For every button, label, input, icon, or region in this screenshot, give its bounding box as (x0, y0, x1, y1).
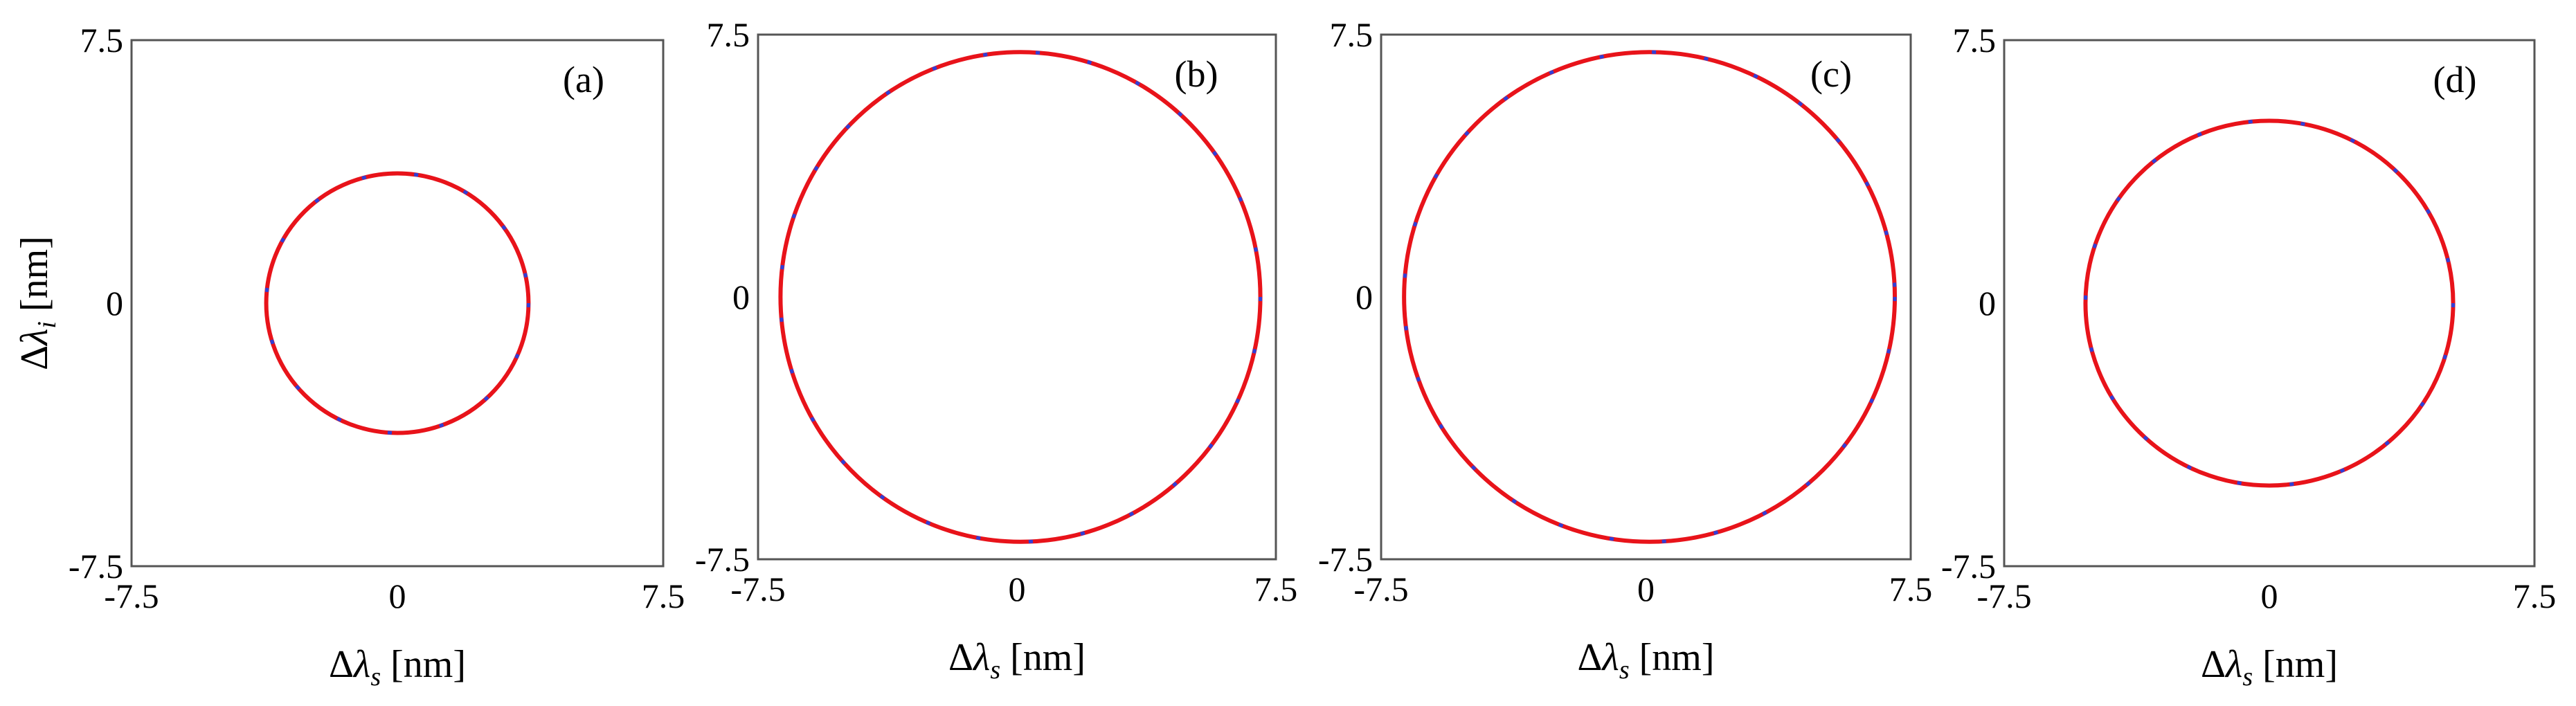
panel-4-frame (2003, 39, 2536, 568)
panel-1-xlabel: Δλs [nm] (329, 643, 466, 691)
panel-3-xlabel: Δλs [nm] (1578, 636, 1715, 685)
panel-4: (d) -7.5 0 7.5 7.5 0 -7.5 (1941, 21, 2556, 615)
panel-2-ytick-1: 7.5 (707, 15, 750, 54)
panel-1-ytick-1: 7.5 (80, 21, 124, 60)
panel-4-ytick-2: 0 (1979, 284, 1996, 323)
panel-1-ytick-2: 0 (106, 284, 123, 323)
panel-4-xtick-3: 7.5 (2513, 577, 2557, 615)
panel-2-ytick-2: 0 (732, 278, 750, 316)
panel-3-xtick-2: 0 (1637, 570, 1655, 608)
panel-4-series-2-curve (2083, 119, 2456, 487)
panel-3-ytick-1: 7.5 (1330, 15, 1373, 54)
panel-3-label: (c) (1810, 53, 1852, 95)
panel-2-ytick-3: -7.5 (695, 540, 750, 579)
panel-3-ytick-3: -7.5 (1318, 540, 1373, 579)
panel-1-frame (130, 39, 665, 568)
panel-1-series-1-curve (264, 171, 531, 435)
panel-4-series-1-curve (2083, 118, 2456, 488)
panel-2-xtick-1: -7.5 (730, 570, 785, 608)
panel-3-xtick-1: -7.5 (1353, 570, 1408, 608)
panel-3-xtick-3: 7.5 (1889, 570, 1933, 608)
panel-3: (c) -7.5 0 7.5 7.5 0 -7.5 (1318, 15, 1932, 608)
panel-1-series-2-curve (264, 172, 530, 435)
panel-3-ytick-2: 0 (1355, 278, 1373, 316)
panel-1-ylabel: Δλi [nm] (13, 236, 62, 370)
panel-2-xtick-2: 0 (1009, 570, 1026, 608)
panel-4-xtick-1: -7.5 (1976, 577, 2031, 615)
panel-3-series-1-curve (1402, 50, 1898, 544)
panel-1: (a) -7.5 0 7.5 7.5 0 -7.5 (69, 21, 685, 615)
panel-2-xlabel: Δλs [nm] (948, 636, 1086, 685)
panel-2: (b) -7.5 0 7.5 7.5 0 -7.5 (695, 15, 1297, 608)
panel-1-xtick-1: -7.5 (104, 577, 159, 615)
panel-4-xtick-2: 0 (2261, 577, 2278, 615)
panel-2-series-2-curve (778, 50, 1263, 544)
panel-2-xtick-3: 7.5 (1254, 570, 1298, 608)
panel-3-frame (1380, 33, 1912, 561)
panel-4-label: (d) (2433, 59, 2477, 100)
panel-1-xtick-3: 7.5 (642, 577, 685, 615)
panel-4-xlabel: Δλs [nm] (2201, 643, 2338, 691)
panel-1-xtick-2: 0 (389, 577, 406, 615)
panel-2-frame (757, 33, 1277, 561)
panel-4-ytick-1: 7.5 (1953, 21, 1997, 60)
panel-1-ytick-3: -7.5 (69, 547, 123, 586)
panel-1-label: (a) (563, 59, 604, 100)
panel-2-series-1-curve (778, 50, 1263, 544)
panel-2-label: (b) (1175, 53, 1218, 95)
panel-3-series-2-curve (1402, 50, 1897, 544)
panel-4-ytick-3: -7.5 (1941, 547, 1996, 586)
